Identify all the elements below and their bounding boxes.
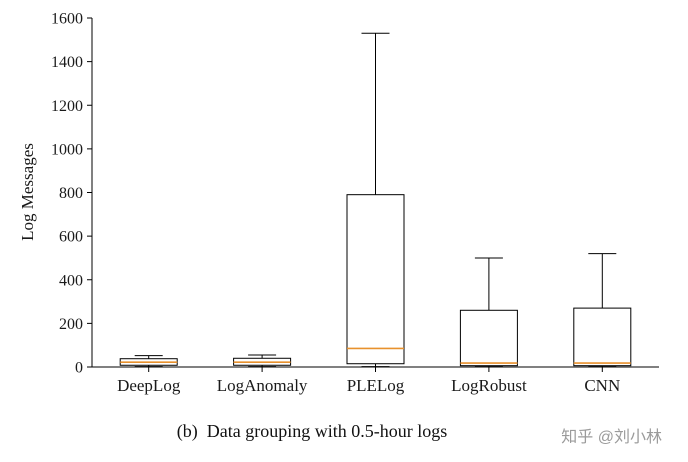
boxplot-chart: 0 200 400 600 800 1000 1200 1400 1600 DeepLog LogA… xyxy=(51,11,659,395)
svg-text:CNN: CNN xyxy=(584,376,620,395)
svg-text:1400: 1400 xyxy=(51,54,83,71)
svg-text:LogRobust: LogRobust xyxy=(451,376,527,395)
svg-text:DeepLog: DeepLog xyxy=(117,376,181,395)
svg-text:200: 200 xyxy=(59,316,83,333)
svg-text:400: 400 xyxy=(59,272,83,289)
svg-text:1200: 1200 xyxy=(51,98,83,115)
svg-text:800: 800 xyxy=(59,185,83,202)
svg-text:PLELog: PLELog xyxy=(347,376,405,395)
y-axis-label: Log Messages xyxy=(18,143,37,241)
svg-text:0: 0 xyxy=(75,360,83,377)
figure-caption: (b) Data grouping with 0.5-hour logs xyxy=(176,421,448,441)
svg-text:LogAnomaly: LogAnomaly xyxy=(217,376,308,395)
svg-text:600: 600 xyxy=(59,229,83,246)
svg-text:1600: 1600 xyxy=(51,11,83,28)
svg-text:1000: 1000 xyxy=(51,141,83,158)
watermark: 知乎 @刘小林 xyxy=(561,429,662,446)
